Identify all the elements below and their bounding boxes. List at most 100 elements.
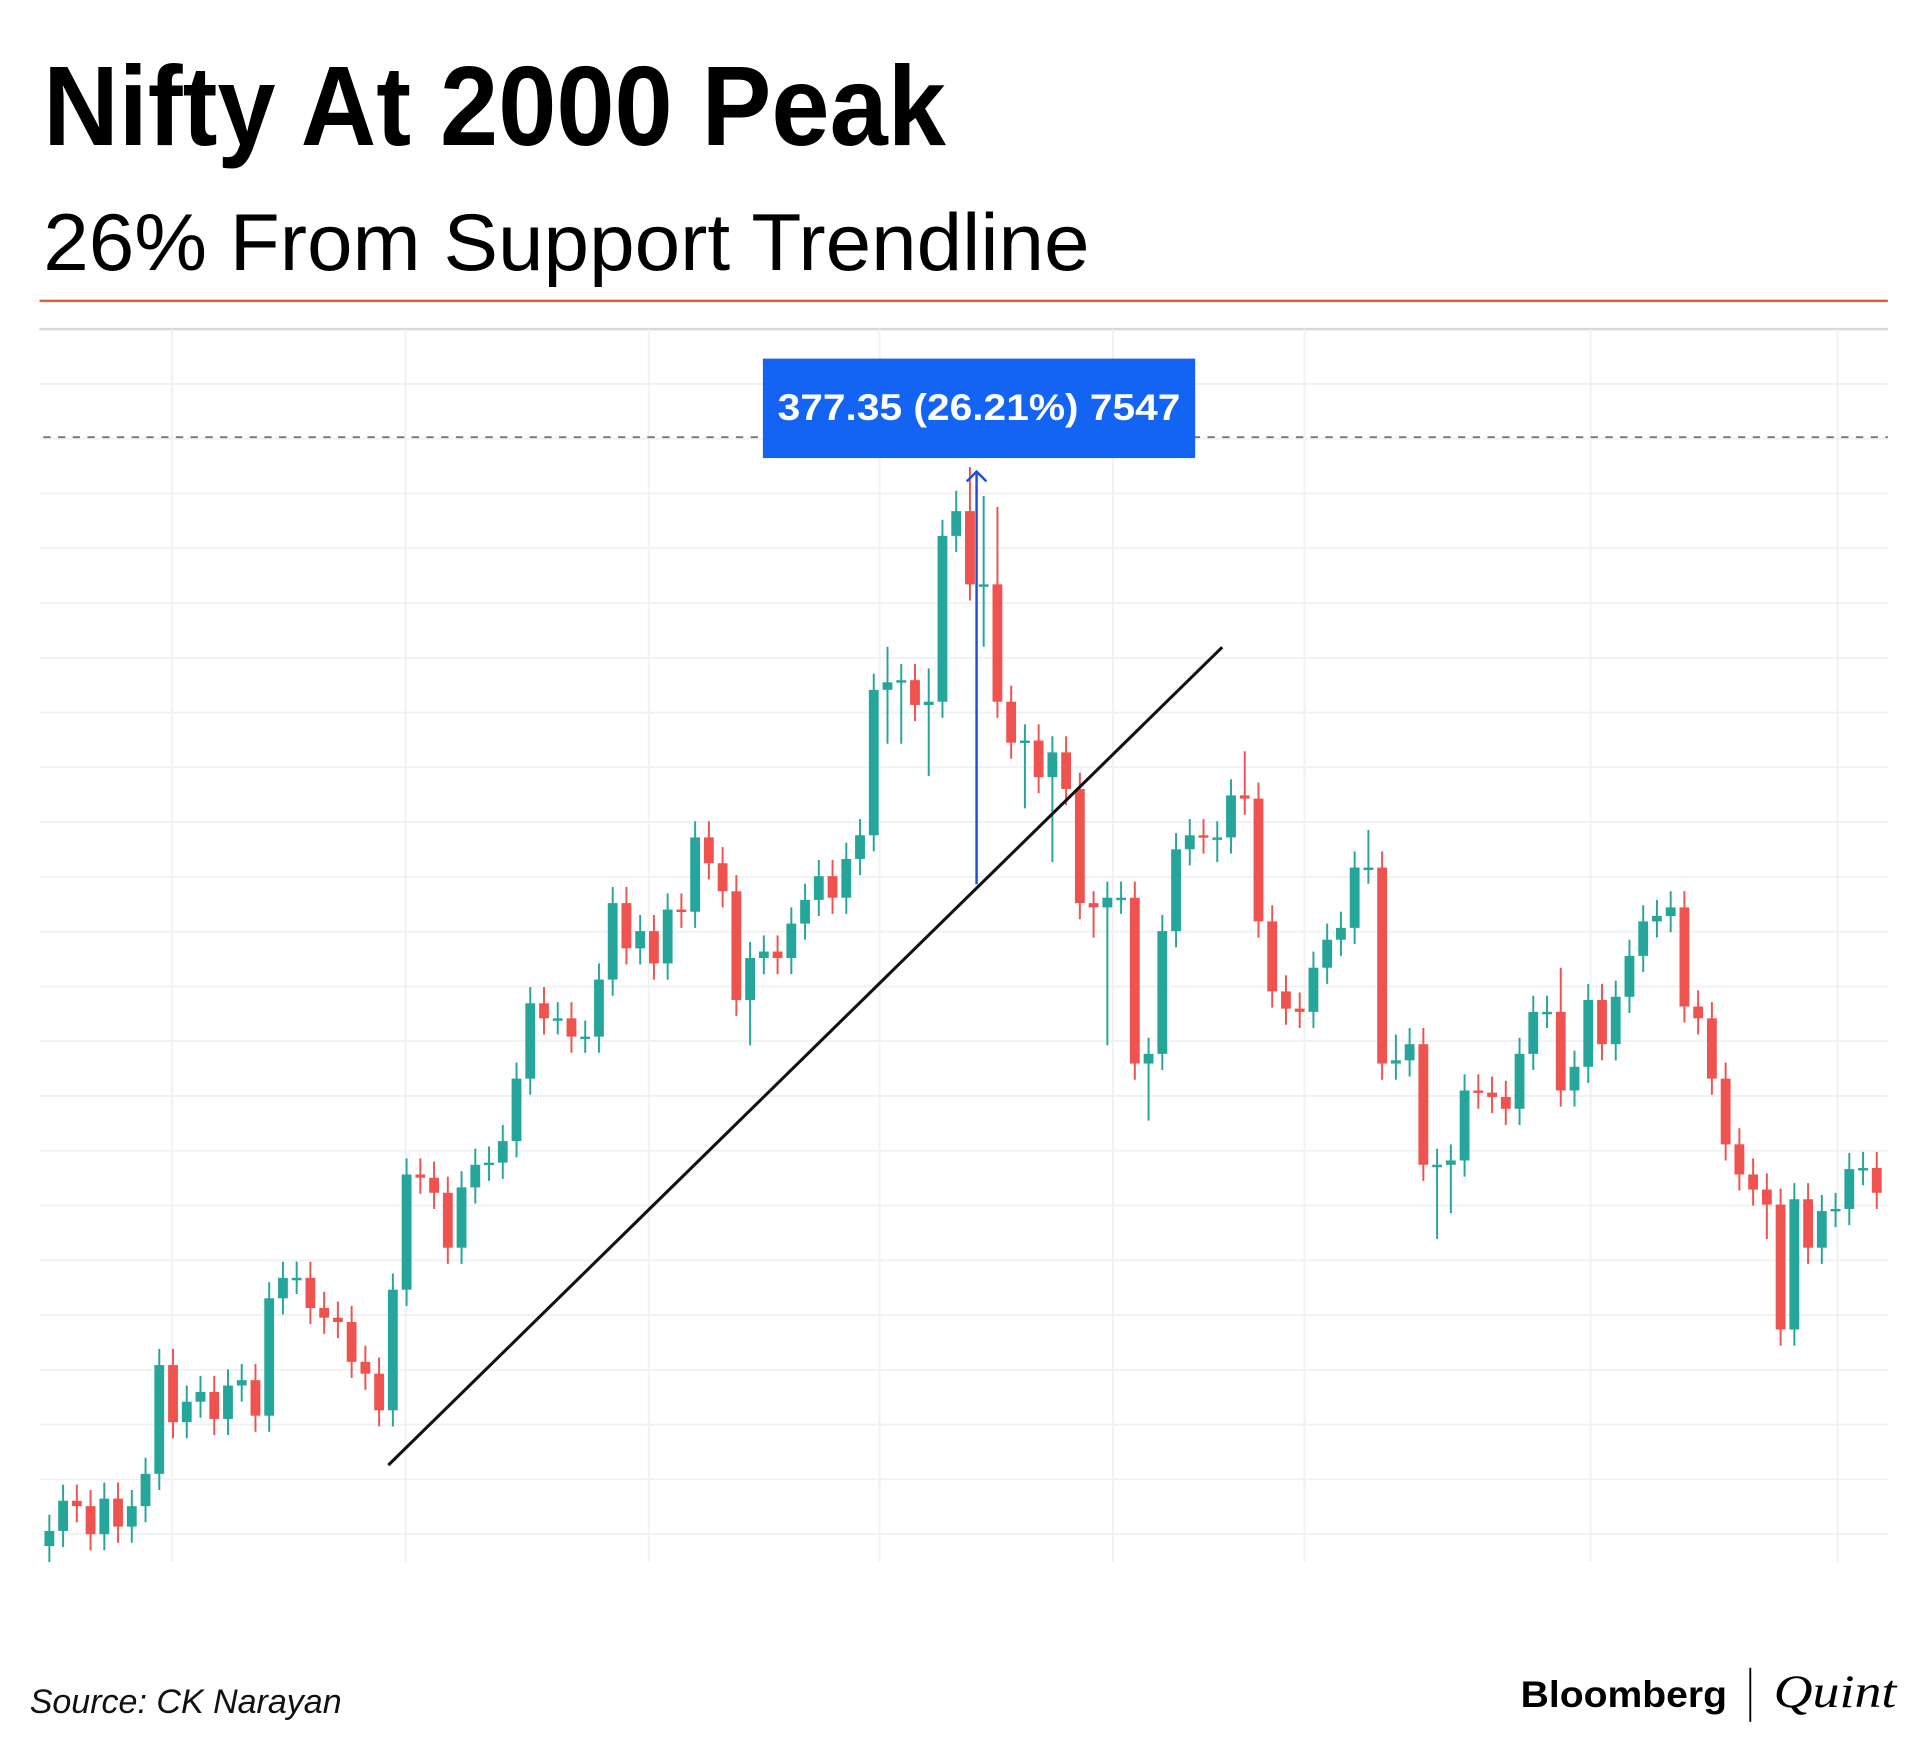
candle-body — [113, 1498, 123, 1527]
candle-body — [1665, 907, 1676, 917]
candle-body — [951, 511, 962, 536]
candle-body — [690, 837, 701, 912]
candle-body — [278, 1277, 288, 1299]
candle-body — [1761, 1189, 1772, 1205]
candle-body — [250, 1380, 261, 1416]
candle-body — [456, 1187, 467, 1248]
candle-body — [1171, 849, 1181, 932]
candle-body — [731, 891, 742, 1001]
candle-body — [676, 909, 687, 913]
candle-body — [800, 899, 810, 924]
brand-name: Quint — [1774, 1666, 1898, 1718]
candle-body — [1349, 867, 1360, 928]
candle-body — [1157, 931, 1168, 1054]
candle-body — [910, 680, 920, 705]
candle-body — [1473, 1090, 1484, 1093]
candle-body — [1308, 967, 1319, 1012]
candle-body — [1033, 740, 1044, 778]
candle-body — [140, 1473, 151, 1507]
candle-body — [978, 584, 989, 587]
candle-body — [223, 1385, 233, 1419]
candle-body — [470, 1164, 481, 1188]
candle-body — [965, 511, 975, 585]
candle-body — [1432, 1164, 1443, 1168]
candle-body — [1143, 1053, 1154, 1064]
candle-body — [1734, 1144, 1745, 1175]
candle-body — [1610, 996, 1621, 1045]
candle-body — [374, 1373, 385, 1411]
candle-body — [181, 1401, 192, 1423]
candle-body — [236, 1380, 247, 1386]
candle-body — [1542, 1011, 1552, 1015]
candle-body — [772, 951, 783, 959]
candle-body — [1253, 798, 1264, 922]
candle-body — [1528, 1011, 1539, 1054]
candle-body — [291, 1277, 302, 1281]
candle-body — [855, 835, 865, 859]
candle-body — [497, 1141, 508, 1163]
candle-body — [511, 1078, 522, 1142]
candle-body — [1336, 927, 1346, 940]
annotation-text: 377.35 (26.21%) 7547 — [778, 387, 1181, 428]
candle-body — [566, 1018, 577, 1037]
candle-body — [1706, 1018, 1717, 1079]
candle-body — [882, 682, 893, 690]
candle-body — [539, 1003, 549, 1019]
candle-body — [1638, 921, 1649, 956]
candle-body — [1418, 1044, 1429, 1165]
candle-body — [1679, 907, 1690, 1007]
candle-body — [1212, 837, 1223, 840]
candle-body — [594, 979, 604, 1037]
candle-body — [1830, 1208, 1841, 1212]
candle-body — [484, 1162, 494, 1166]
candle-body — [1061, 752, 1072, 789]
annotation-box — [762, 358, 1196, 459]
measure-arrow — [965, 469, 988, 483]
candle-body — [827, 876, 838, 898]
candle-body — [1803, 1199, 1813, 1248]
candle-body — [1184, 835, 1195, 850]
candle-body — [745, 958, 756, 1001]
candle-body — [264, 1298, 275, 1416]
candle-body — [1102, 897, 1113, 908]
candle-body — [154, 1365, 165, 1474]
candle-body — [442, 1192, 453, 1248]
candle-body — [992, 584, 1003, 702]
candle-body — [813, 876, 824, 900]
candle-body — [1748, 1174, 1759, 1190]
candle-body — [209, 1392, 220, 1419]
candle-body — [580, 1036, 591, 1040]
candle-body — [126, 1506, 137, 1527]
candle-body — [1816, 1211, 1827, 1248]
candle-body — [1047, 752, 1058, 778]
trendline — [387, 646, 1224, 1467]
candle-body — [1583, 1000, 1594, 1067]
candle-body — [305, 1277, 316, 1309]
candle-body — [552, 1018, 563, 1021]
candle-body — [1555, 1011, 1566, 1091]
candle-body — [649, 931, 659, 964]
candle-body — [1858, 1168, 1868, 1171]
candle-body — [937, 535, 948, 702]
candle-body — [1281, 991, 1291, 1009]
candle-body — [1597, 1000, 1607, 1045]
candle-body — [1363, 867, 1374, 871]
candle-body — [1624, 955, 1635, 997]
candle-body — [1445, 1160, 1456, 1165]
candle-body — [841, 858, 852, 898]
candles — [44, 466, 1882, 1563]
candle-body — [1500, 1096, 1511, 1109]
candle-body — [1129, 897, 1140, 1064]
candle-body — [99, 1498, 110, 1535]
candle-body — [168, 1365, 178, 1423]
candle-body — [868, 689, 879, 836]
candle-body — [1487, 1092, 1497, 1097]
candle-body — [58, 1500, 69, 1531]
candle-body — [923, 701, 934, 705]
candle-body — [1775, 1204, 1786, 1330]
candle-body — [1088, 903, 1099, 908]
candle-body — [1377, 867, 1388, 1064]
candle-body — [1789, 1199, 1800, 1330]
candle-body — [1514, 1053, 1525, 1109]
candle-body — [607, 903, 618, 980]
